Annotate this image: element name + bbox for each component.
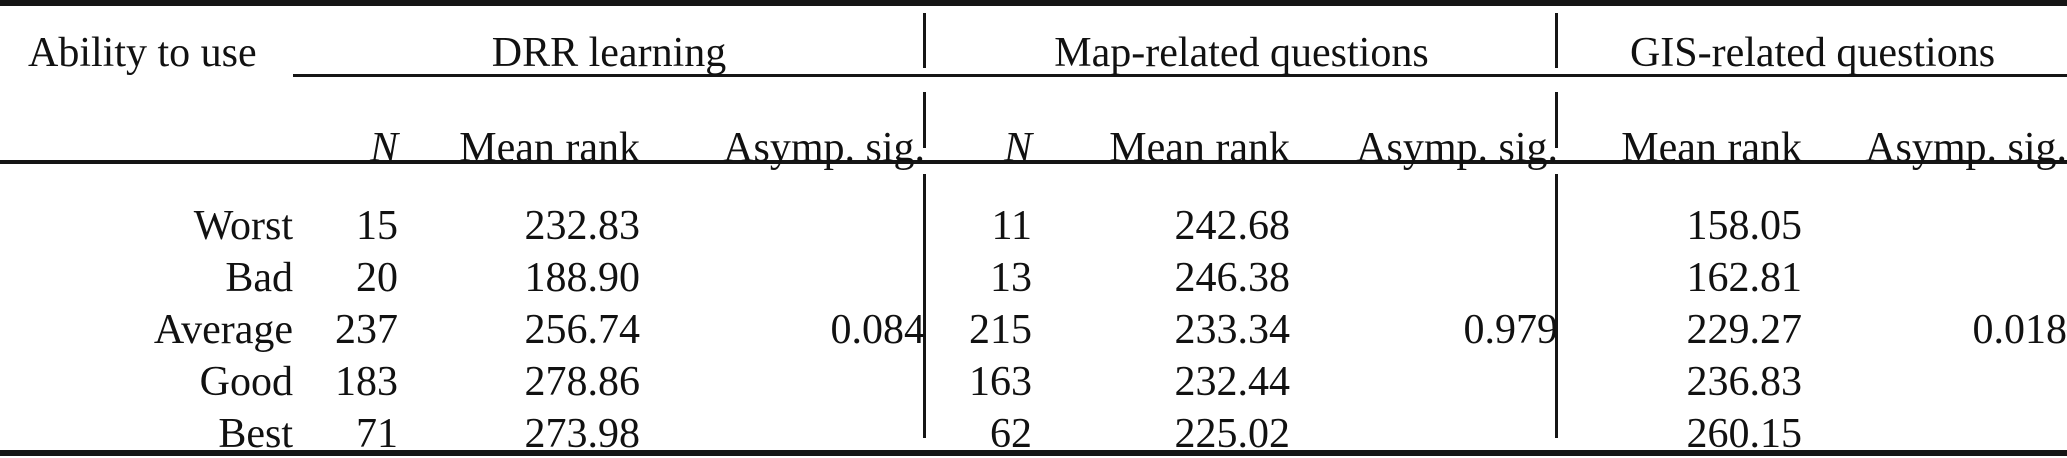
- group-header-drr-learning: DRR learning: [491, 30, 727, 76]
- table-row: Best 71 273.98 62 225.02 260.15: [0, 408, 2067, 458]
- empty-header-cell: [0, 85, 293, 192]
- column-header-n: N: [1003, 125, 1032, 171]
- table-row: Good 183 278.86 163 232.44 236.83: [0, 356, 2067, 408]
- cell: 188.90: [524, 255, 641, 301]
- column-header-mean-rank: Mean rank: [1109, 125, 1290, 171]
- cell: 232.83: [524, 203, 641, 249]
- cell: [1802, 356, 2067, 408]
- row-label: Best: [218, 411, 293, 457]
- cell: [1290, 408, 1558, 458]
- cell: 13: [990, 255, 1032, 301]
- row-header-title: Ability to use: [28, 30, 257, 76]
- table-row: Average 237 256.74 0.084 215 233.34 0.97…: [0, 304, 2067, 356]
- bottom-rule: [0, 450, 2067, 456]
- cell: 242.68: [1174, 203, 1291, 249]
- cell: 260.15: [1686, 411, 1803, 457]
- group-header-gis-related: GIS-related questions: [1629, 30, 1996, 76]
- column-header-asymp-sig: Asymp. sig.: [1865, 125, 2067, 171]
- cell: 215: [969, 307, 1032, 353]
- group-header-rule: [293, 74, 2067, 77]
- row-label: Average: [153, 307, 293, 353]
- cell: 278.86: [524, 359, 641, 405]
- column-divider: [1555, 13, 1558, 68]
- cell: 15: [356, 203, 398, 249]
- cell: 0.018: [1972, 307, 2067, 353]
- cell: 71: [356, 411, 398, 457]
- column-divider: [1555, 174, 1558, 438]
- cell: 62: [990, 411, 1032, 457]
- cell: 163: [969, 359, 1032, 405]
- spacer-row: [0, 192, 2067, 200]
- cell: 225.02: [1174, 411, 1291, 457]
- cell: 233.34: [1174, 307, 1291, 353]
- cell: 256.74: [524, 307, 641, 353]
- header-rule: [0, 160, 2067, 164]
- column-divider: [923, 174, 926, 438]
- table-row: Bad 20 188.90 13 246.38 162.81: [0, 252, 2067, 304]
- cell: [1802, 252, 2067, 304]
- cell: 236.83: [1686, 359, 1803, 405]
- column-divider: [1555, 92, 1558, 148]
- column-divider: [923, 13, 926, 68]
- row-label: Good: [199, 359, 293, 405]
- row-label: Worst: [193, 203, 293, 249]
- cell: [1802, 200, 2067, 252]
- column-header-n: N: [369, 125, 398, 171]
- cell: [640, 252, 925, 304]
- cell: [640, 356, 925, 408]
- cell: 0.979: [1463, 307, 1559, 353]
- cell: [1290, 356, 1558, 408]
- column-divider: [923, 92, 926, 148]
- cell: 229.27: [1686, 307, 1803, 353]
- top-rule: [0, 0, 2067, 6]
- cell: 273.98: [524, 411, 641, 457]
- table-row: Worst 15 232.83 11 242.68 158.05: [0, 200, 2067, 252]
- cell: [640, 408, 925, 458]
- cell: 237: [335, 307, 398, 353]
- cell: 246.38: [1174, 255, 1291, 301]
- cell: [1802, 408, 2067, 458]
- cell: 162.81: [1686, 255, 1803, 301]
- cell: 232.44: [1174, 359, 1291, 405]
- cell: [640, 200, 925, 252]
- row-label: Bad: [225, 255, 293, 301]
- cell: 20: [356, 255, 398, 301]
- column-header-mean-rank: Mean rank: [1621, 125, 1802, 171]
- column-header-asymp-sig: Asymp. sig.: [1356, 125, 1558, 171]
- cell: 0.084: [830, 307, 926, 353]
- cell: 183: [335, 359, 398, 405]
- column-header-asymp-sig: Asymp. sig.: [723, 125, 925, 171]
- column-header-mean-rank: Mean rank: [459, 125, 640, 171]
- cell: 11: [991, 203, 1032, 249]
- group-header-map-related: Map-related questions: [1054, 30, 1429, 76]
- cell: 158.05: [1686, 203, 1803, 249]
- cell: [1290, 252, 1558, 304]
- cell: [1290, 200, 1558, 252]
